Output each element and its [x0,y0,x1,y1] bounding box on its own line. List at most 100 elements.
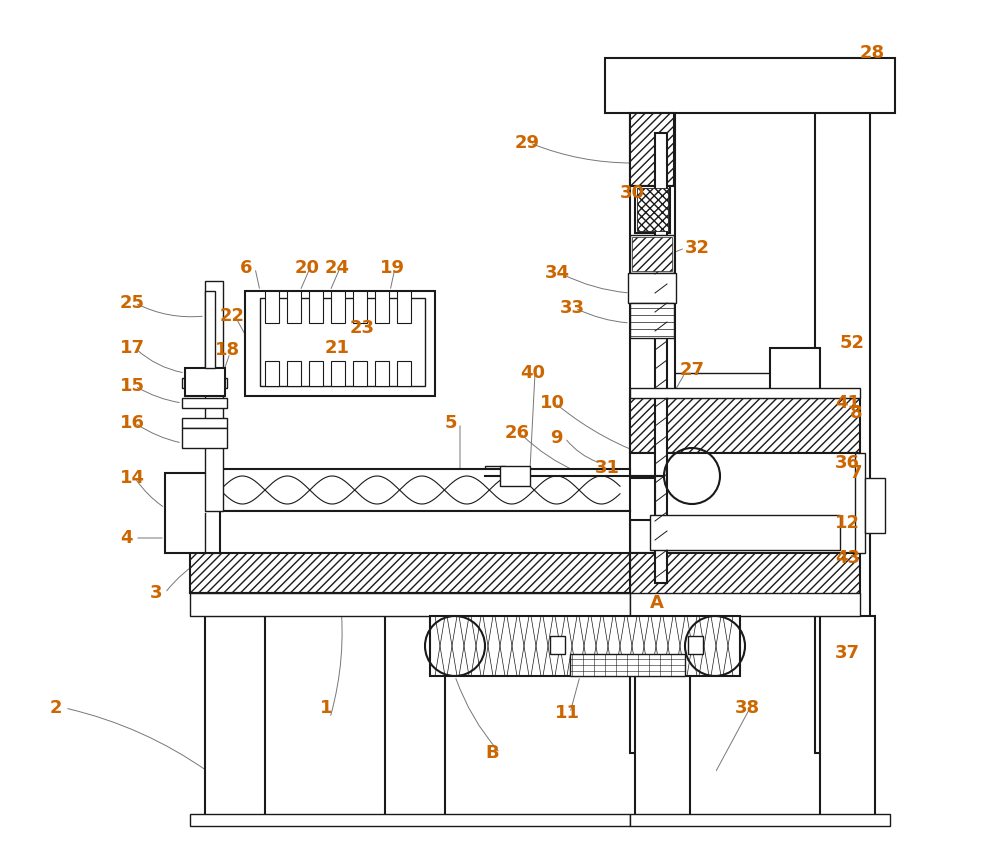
Bar [630,303,674,338]
Bar [630,113,674,186]
Text: 9: 9 [550,429,562,447]
Text: 40: 40 [520,364,545,382]
Text: 26: 26 [505,424,530,442]
Bar [630,814,890,826]
Bar [500,466,530,486]
Text: 27: 27 [680,361,705,379]
Bar [605,58,895,113]
Text: 34: 34 [545,264,570,282]
Bar [309,291,323,323]
Bar [205,281,223,511]
Bar [182,428,227,448]
Bar [635,616,690,816]
Bar [630,398,860,453]
Bar [635,186,670,233]
Text: 8: 8 [850,404,863,422]
Bar [309,361,323,386]
Text: 28: 28 [860,44,885,62]
Bar [182,398,227,408]
Text: 14: 14 [120,469,145,487]
Text: 22: 22 [220,307,245,325]
Bar [820,616,875,816]
Text: 33: 33 [560,299,585,317]
Text: 32: 32 [685,239,710,257]
Bar [815,98,870,753]
Text: 38: 38 [735,699,760,717]
Bar [353,291,367,323]
Text: 11: 11 [555,704,580,722]
Text: 41: 41 [835,394,860,412]
Text: 12: 12 [835,514,860,532]
Text: B: B [485,744,499,762]
Text: 52: 52 [840,334,865,352]
Text: 23: 23 [350,319,375,337]
Bar [385,616,445,816]
Text: 21: 21 [325,339,350,357]
Bar [260,298,425,386]
Bar [628,273,676,303]
Bar [205,291,215,368]
Bar [855,453,865,553]
Bar [580,478,655,520]
Bar [397,291,411,323]
Bar [865,478,885,533]
Bar [265,291,279,323]
Text: 18: 18 [215,341,240,359]
Bar [375,291,389,323]
Bar [210,469,630,511]
Bar [182,418,227,428]
Bar [485,466,505,486]
Bar [331,361,345,386]
Bar [190,593,630,616]
Text: 7: 7 [850,464,862,482]
Text: 30: 30 [620,184,645,202]
Text: 16: 16 [120,414,145,432]
Bar [770,348,820,398]
Bar [287,361,301,386]
Bar [375,361,389,386]
Text: 25: 25 [120,294,145,312]
Text: 20: 20 [295,259,320,277]
Text: 15: 15 [120,377,145,395]
Text: 5: 5 [445,414,458,432]
Text: 10: 10 [540,394,565,412]
Bar [650,515,840,550]
Bar [630,388,860,398]
Text: 37: 37 [835,644,860,662]
Bar [185,368,225,396]
Bar [630,235,674,273]
Bar [637,188,668,231]
Bar [397,361,411,386]
Bar [182,378,227,388]
Bar [632,237,672,271]
Text: 19: 19 [380,259,405,277]
Bar [331,291,345,323]
Bar [190,814,630,826]
Text: A: A [650,594,664,612]
Bar [245,291,435,396]
Text: 24: 24 [325,259,350,277]
Bar [190,511,630,593]
Text: 36: 36 [835,454,860,472]
Bar [630,98,675,753]
Bar [430,616,740,676]
Bar [265,361,279,386]
Bar [205,616,265,816]
Bar [570,654,685,676]
Text: 3: 3 [150,584,162,602]
Text: 4: 4 [120,529,132,547]
Text: 43: 43 [835,549,860,567]
Bar [210,511,630,553]
Text: 29: 29 [515,134,540,152]
Bar [630,593,860,616]
Text: 31: 31 [595,459,620,477]
Bar [550,636,565,654]
Bar [688,636,703,654]
Bar [287,291,301,323]
Bar [630,453,860,553]
Text: 17: 17 [120,339,145,357]
Text: 2: 2 [50,699,62,717]
Bar [655,133,667,583]
Bar [165,473,220,553]
Bar [630,553,860,596]
